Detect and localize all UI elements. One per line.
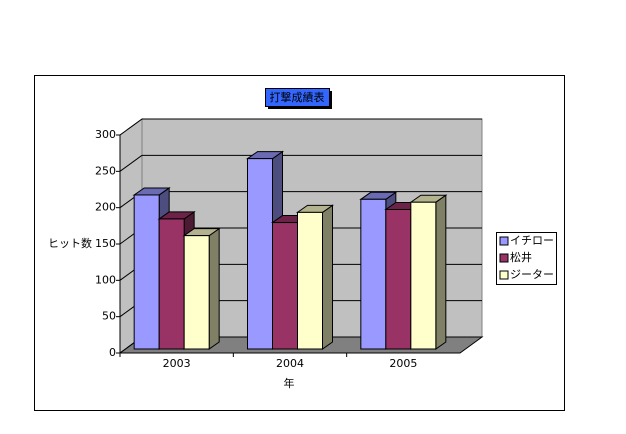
bar <box>247 158 273 350</box>
bar-side <box>435 194 447 350</box>
chart-title: 打撃成績表 <box>270 90 325 104</box>
grid-line <box>119 118 143 136</box>
bar <box>297 211 323 350</box>
y-axis-label: ヒット数 <box>48 237 92 250</box>
y-tick-label: 200 <box>95 201 116 214</box>
grid-line <box>119 154 143 172</box>
x-tick-label: 2004 <box>276 357 304 370</box>
legend-label: ジーター <box>510 268 554 281</box>
bar <box>183 235 210 350</box>
bar <box>385 208 412 350</box>
title-box <box>265 88 330 107</box>
bar <box>410 201 437 350</box>
bar <box>158 218 185 350</box>
y-tick-label: 150 <box>95 237 116 250</box>
legend-swatch <box>499 236 509 246</box>
x-tick-label: 2003 <box>163 357 191 370</box>
y-tick-label: 300 <box>95 128 116 141</box>
bar-side <box>322 204 333 350</box>
legend-swatch <box>499 270 509 280</box>
bar-side <box>208 227 220 350</box>
bar <box>360 198 387 350</box>
bar <box>272 222 298 350</box>
legend-swatch <box>499 253 509 263</box>
bar <box>133 194 160 350</box>
y-tick-label: 50 <box>102 310 116 323</box>
y-tick-label: 100 <box>95 273 116 286</box>
y-tick-label: 250 <box>95 164 116 177</box>
x-axis-label: 年 <box>284 376 295 390</box>
y-tick-label: 0 <box>109 346 116 359</box>
legend-label: 松井 <box>510 250 532 264</box>
legend-label: イチロー <box>510 234 554 247</box>
x-tick-label: 2005 <box>389 357 417 370</box>
